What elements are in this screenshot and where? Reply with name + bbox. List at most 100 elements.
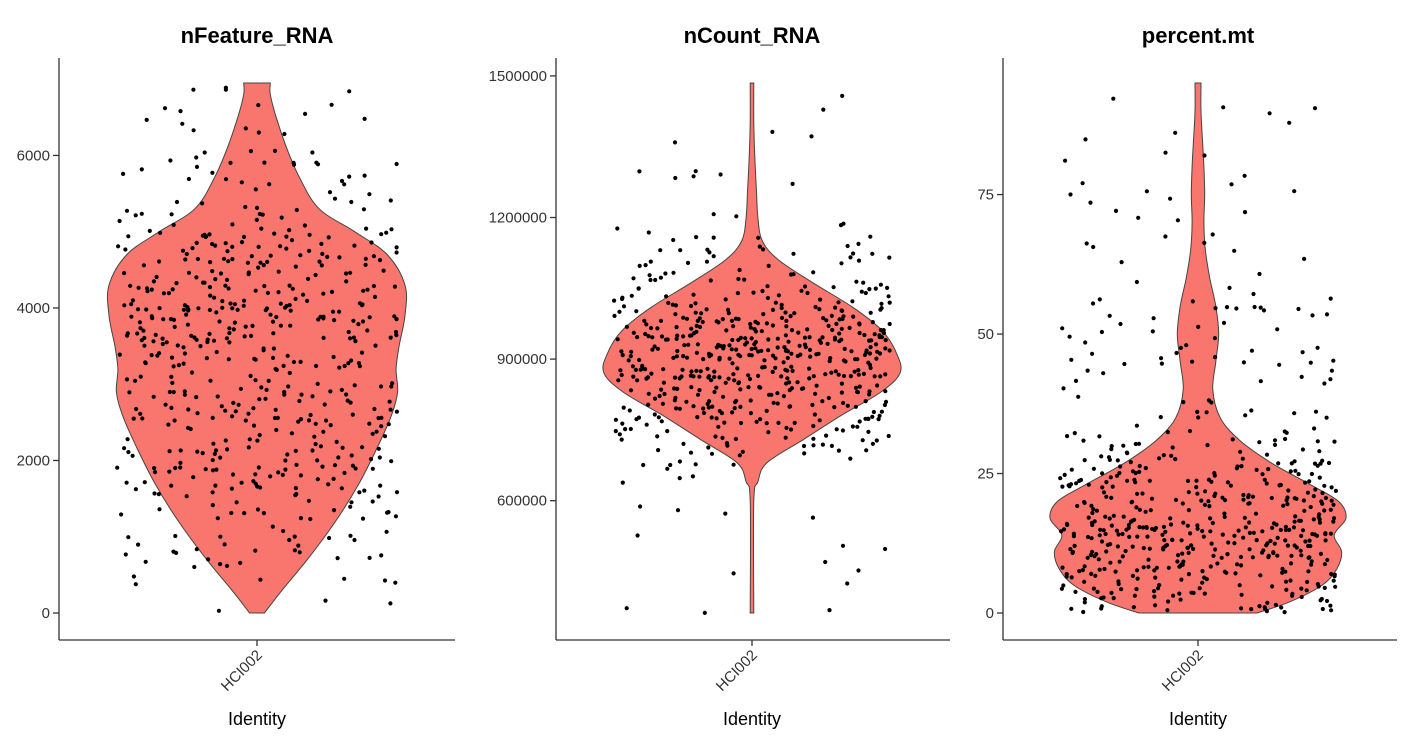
data-point: [390, 381, 395, 386]
data-point: [689, 369, 694, 374]
data-point: [1322, 483, 1327, 488]
data-point: [156, 492, 161, 497]
data-point: [789, 386, 795, 391]
data-point: [723, 511, 728, 516]
data-point: [231, 327, 236, 332]
data-point: [344, 271, 349, 276]
data-point: [839, 261, 844, 266]
data-point: [830, 327, 835, 333]
data-point: [811, 443, 816, 448]
data-point: [1206, 398, 1211, 403]
data-point: [709, 378, 714, 383]
data-point: [1278, 527, 1283, 533]
data-point: [1283, 538, 1288, 543]
data-point: [290, 286, 295, 291]
data-point: [1099, 539, 1105, 544]
data-point: [331, 508, 337, 513]
data-point: [305, 298, 310, 303]
data-point: [220, 305, 225, 310]
data-point: [282, 131, 287, 137]
data-point: [737, 453, 742, 458]
data-point: [194, 547, 199, 552]
data-point: [322, 402, 327, 407]
data-point: [1134, 423, 1139, 428]
data-point: [833, 369, 838, 374]
data-point: [283, 467, 288, 472]
data-point: [394, 409, 399, 414]
data-point: [814, 383, 819, 388]
data-point: [807, 347, 813, 352]
data-point: [306, 498, 311, 503]
data-point: [1323, 531, 1328, 536]
data-point: [1061, 583, 1066, 588]
data-point: [1099, 454, 1104, 459]
data-point: [1324, 312, 1330, 317]
data-point: [217, 319, 222, 324]
data-point: [1239, 563, 1244, 568]
data-point: [803, 345, 808, 350]
data-point: [742, 277, 747, 282]
data-point: [180, 121, 185, 126]
data-point: [886, 433, 891, 439]
data-point: [167, 469, 172, 474]
jitter-points: [612, 93, 892, 616]
data-point: [1186, 572, 1191, 577]
data-point: [864, 448, 869, 453]
data-point: [1270, 525, 1275, 531]
data-point: [746, 385, 751, 390]
data-point: [1328, 507, 1333, 512]
data-point: [229, 510, 234, 516]
data-point: [1287, 527, 1292, 533]
data-point: [726, 311, 731, 316]
data-point: [691, 404, 696, 409]
data-point: [707, 374, 712, 379]
data-point: [1195, 526, 1200, 531]
data-point: [143, 559, 148, 564]
data-point: [124, 208, 130, 213]
data-point: [370, 499, 375, 504]
data-point: [849, 349, 854, 354]
data-point: [268, 312, 273, 317]
data-point: [289, 238, 295, 243]
data-point: [255, 507, 261, 512]
data-point: [1331, 519, 1336, 524]
data-point: [128, 283, 133, 288]
data-point: [1088, 552, 1093, 558]
data-point: [246, 411, 251, 416]
data-point: [379, 424, 384, 429]
data-point: [732, 406, 737, 411]
data-point: [1251, 530, 1256, 535]
data-point: [1141, 525, 1146, 530]
data-point: [791, 272, 796, 277]
data-point: [685, 260, 691, 265]
data-point: [1168, 516, 1173, 521]
data-point: [1224, 570, 1229, 575]
data-point: [661, 367, 666, 372]
data-point: [1194, 485, 1199, 490]
data-point: [1239, 592, 1244, 597]
data-point: [811, 436, 816, 441]
data-point: [226, 357, 231, 362]
data-point: [1161, 545, 1166, 550]
data-point: [681, 441, 686, 446]
data-point: [673, 312, 678, 317]
data-point: [1281, 503, 1286, 508]
data-point: [1134, 505, 1139, 510]
data-point: [851, 251, 856, 256]
data-point: [1137, 507, 1142, 512]
data-point: [879, 301, 884, 306]
data-point: [857, 384, 862, 389]
data-point: [1146, 557, 1151, 562]
data-point: [250, 323, 255, 328]
data-point: [681, 334, 686, 339]
data-point: [697, 316, 702, 321]
data-point: [1279, 605, 1284, 610]
data-point: [839, 337, 844, 342]
data-point: [1122, 361, 1127, 367]
data-point: [389, 227, 394, 232]
data-point: [1157, 583, 1162, 588]
x-tick-label: HCI002: [713, 647, 761, 695]
panel-title: nCount_RNA: [684, 23, 821, 48]
data-point: [1059, 529, 1064, 534]
